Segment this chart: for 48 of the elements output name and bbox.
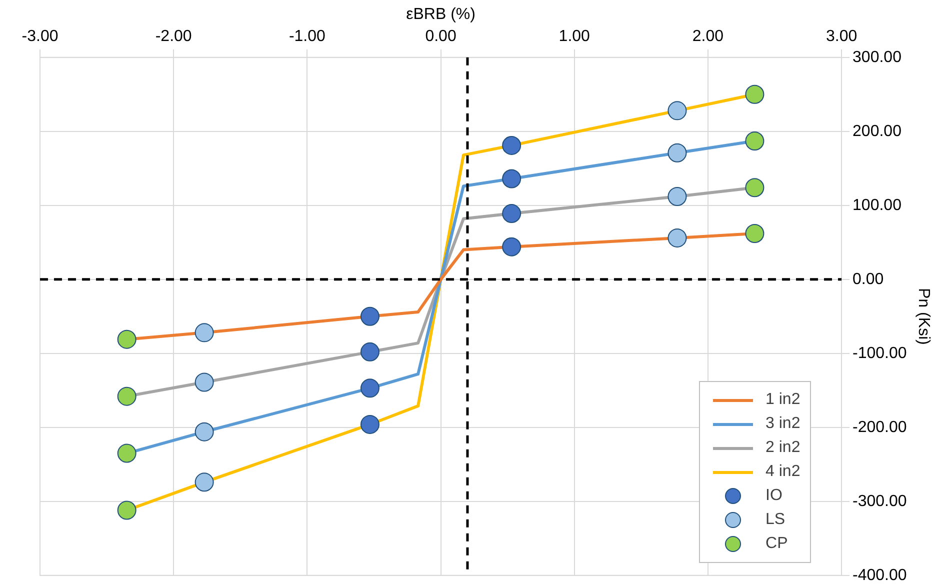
y-tick-label: 100.00 — [852, 196, 902, 214]
legend-label: 4 in2 — [766, 463, 800, 482]
point — [745, 84, 764, 104]
legend-label: 1 in2 — [766, 391, 800, 410]
y-axis-title: Pn (Ksi) — [914, 288, 932, 345]
point — [668, 143, 687, 162]
legend-label: CP — [766, 535, 788, 554]
x-tick-label: 1.00 — [558, 28, 590, 46]
x-tick-label: 3.00 — [826, 28, 858, 46]
point — [194, 372, 214, 392]
point — [502, 237, 522, 256]
legend-label: LS — [766, 511, 786, 530]
x-tick-label: -3.00 — [22, 28, 58, 46]
y-tick-label: -100.00 — [852, 344, 907, 362]
point — [117, 330, 136, 349]
point — [194, 422, 214, 442]
x-tick-label: -1.00 — [288, 28, 326, 46]
x-tick-label: -2.00 — [155, 28, 192, 46]
point — [745, 224, 764, 244]
y-tick-label: 0.00 — [852, 270, 884, 288]
y-tick-label: 200.00 — [852, 122, 902, 140]
point — [668, 187, 687, 206]
x-axis-title: εBRB (%) — [406, 6, 476, 24]
point — [745, 132, 764, 151]
point — [668, 101, 687, 120]
x-tick-label: 0.00 — [425, 28, 456, 46]
point — [360, 342, 380, 362]
y-tick-label: -200.00 — [852, 418, 907, 436]
point — [360, 414, 380, 434]
legend-label: IO — [766, 487, 782, 506]
legend-label: 2 in2 — [766, 439, 800, 458]
point — [502, 204, 522, 224]
point — [745, 178, 764, 198]
y-tick-label: -400.00 — [852, 566, 907, 584]
point — [117, 500, 136, 520]
point — [194, 472, 214, 492]
point — [194, 323, 214, 342]
point — [502, 136, 522, 155]
point — [360, 378, 380, 398]
point — [668, 228, 687, 248]
point — [360, 306, 380, 326]
point — [117, 386, 136, 406]
point — [502, 169, 522, 188]
y-tick-label: 300.00 — [852, 48, 902, 66]
x-tick-label: 2.00 — [692, 28, 724, 46]
point — [117, 444, 136, 463]
legend-label: 3 in2 — [766, 415, 800, 434]
y-tick-label: -300.00 — [852, 492, 907, 510]
